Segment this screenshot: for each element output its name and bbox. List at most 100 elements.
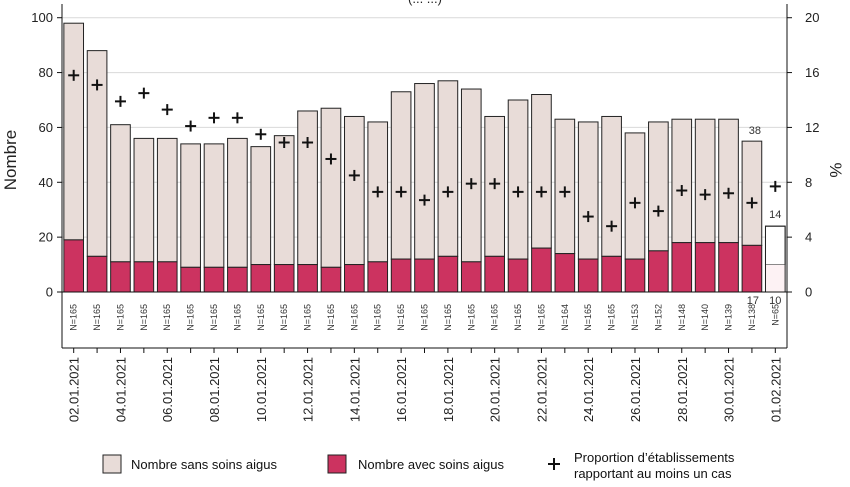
n-label-21: N=164 [560,304,570,331]
ytick-label-0: 0 [46,285,53,300]
bar-avec-soins-11 [320,266,342,293]
bar-sans-soins-22 [577,121,599,260]
bar-annotations: 38 17 14 10 [747,125,782,307]
plus-marker-14 [395,186,407,198]
bar-sans-soins-4 [156,137,178,263]
bar-avec-soins-9 [273,264,295,293]
n-label-9: N=165 [279,304,289,331]
x-date-label-10: 12.01.2021 [301,357,316,422]
n-label-19: N=165 [513,304,523,331]
bar-avec-soins-5 [180,266,201,293]
bar-sans-soins-7 [227,137,248,268]
n-label-15: N=165 [420,304,430,331]
n-label-16: N=165 [443,304,453,331]
plus-marker-30 [769,180,781,192]
bar-avec-soins-0 [63,239,85,293]
plus-marker-2 [114,95,126,107]
plus-marker-22 [582,211,594,223]
n-label-6: N=165 [209,304,219,331]
bar-avec-soins-7 [227,266,248,293]
bar-avec-soins-29 [741,244,763,293]
x-date-label-24: 26.01.2021 [628,357,643,422]
plus-marker-6 [208,112,220,124]
plus-marker-1 [91,79,103,91]
bar-avec-soins-19 [507,258,529,293]
bar-avec-soins-20 [531,247,552,293]
n-label-24: N=153 [630,304,640,331]
bar-avec-soins-6 [203,266,225,293]
bar-sans-soins-23 [601,115,622,257]
plus-marker-26 [676,185,688,197]
chart-title-fragment: (... ...) [408,0,442,6]
bar-sans-soins-8 [250,146,272,266]
bar-sans-soins-25 [648,121,669,252]
y2tick-label-0: 0 [805,285,812,300]
bar-avec-soins-26 [671,242,693,293]
plus-marker-13 [372,186,384,198]
bar-sans-soins-9 [273,135,295,266]
bar-avec-soins-15 [414,258,435,293]
ytick-label-2: 40 [39,175,53,190]
x-date-label-30: 01.02.2021 [768,357,783,422]
plus-marker-0 [68,69,80,81]
bar-sans-soins-14 [390,91,412,260]
bar-sans-soins-6 [203,143,225,268]
bars [63,22,786,293]
y-axis-right: 0 4 8 12 16 20 [787,10,819,300]
y-axis-left: 0 20 40 60 80 100 [31,10,62,300]
bar-avec-soins-21 [554,253,576,293]
plus-marker-3 [138,87,150,99]
x-date-label-6: 08.01.2021 [207,357,222,422]
x-date-label-16: 18.01.2021 [441,357,456,422]
plus-marker-11 [325,153,337,165]
n-label-14: N=165 [396,304,406,331]
y-axis-title: Nombre [1,130,20,190]
annotation-acute-30: 10 [769,295,781,307]
x-date-label-26: 28.01.2021 [675,357,690,422]
legend: Nombre sans soins aigus Nombre avec soins… [102,450,735,481]
bar-sans-soins-0 [63,22,85,241]
n-label-11: N=165 [326,304,336,331]
x-date-label-22: 24.01.2021 [581,357,596,422]
bar-sans-soins-20 [531,94,552,249]
bar-avec-soins-12 [344,264,365,293]
x-date-label-18: 20.01.2021 [488,357,503,422]
n-label-23: N=165 [607,304,617,331]
x-date-label-20: 22.01.2021 [534,357,549,422]
y2tick-label-2: 8 [805,175,812,190]
bar-sans-soins-3 [133,137,155,263]
bar-sans-soins-26 [671,118,693,244]
bar-avec-soins-14 [390,258,412,293]
bar-sans-soins-2 [110,124,131,263]
n-labels: N=165 N=165 N=165 N=165 N=165 N=165 N=165 N=165… [69,304,781,331]
plus-marker-27 [699,189,711,201]
bar-sans-soins-29 [741,140,763,246]
plus-marker-29 [746,197,758,209]
plus-marker-23 [606,220,618,232]
ytick-label-1: 20 [39,230,53,245]
ytick-label-3: 60 [39,120,53,135]
n-label-4: N=165 [162,304,172,331]
n-label-7: N=165 [232,304,242,331]
x-date-label-12: 14.01.2021 [347,357,362,422]
bar-sans-soins-27 [694,118,716,244]
n-label-22: N=165 [583,304,593,331]
n-label-12: N=165 [349,304,359,331]
plus-marker-18 [489,178,501,190]
legend-label-proportion-line2: rapportant au moins un cas [574,466,732,481]
annotation-acute-29: 17 [747,295,759,307]
plus-marker-17 [465,178,477,190]
x-date-label-8: 10.01.2021 [254,357,269,422]
bar-sans-soins-15 [414,83,435,260]
legend-swatch-avec-soins [327,454,347,474]
n-label-26: N=148 [677,304,687,331]
bar-sans-soins-16 [437,80,459,257]
bar-avec-soins-1 [86,255,108,293]
bar-sans-soins-17 [460,88,482,263]
annotation-total-30: 14 [769,209,781,221]
bar-avec-soins-25 [648,250,669,293]
n-label-25: N=152 [653,304,663,331]
bar-avec-soins-2 [110,261,131,293]
plus-marker-28 [723,187,735,199]
ytick-label-4: 80 [39,65,53,80]
